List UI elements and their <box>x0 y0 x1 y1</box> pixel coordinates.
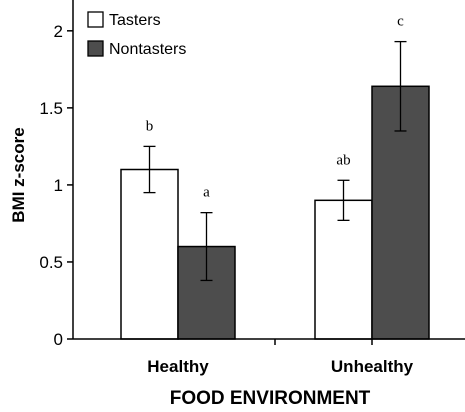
y-tick-label: 1.5 <box>39 99 63 118</box>
significance-label: c <box>397 14 404 30</box>
y-tick-label: 0.5 <box>39 253 63 272</box>
x-tick-label: Unhealthy <box>331 357 414 376</box>
bar <box>120 168 179 340</box>
significance-label: ab <box>336 152 350 168</box>
x-axis-title: FOOD ENVIRONMENT <box>170 388 371 409</box>
y-tick-label: 1 <box>54 176 63 195</box>
significance-label: b <box>146 118 154 134</box>
significance-label: a <box>203 185 210 201</box>
y-axis-title: BMI z-score <box>9 127 28 222</box>
x-tick-label: Healthy <box>147 357 209 376</box>
legend-label: Nontasters <box>109 41 186 58</box>
y-tick-label: 0 <box>54 330 63 349</box>
legend-swatch <box>87 40 104 57</box>
legend-label: Tasters <box>109 12 161 29</box>
y-tick-label: 2 <box>54 22 63 41</box>
legend-swatch <box>87 11 104 28</box>
bar <box>314 199 373 340</box>
